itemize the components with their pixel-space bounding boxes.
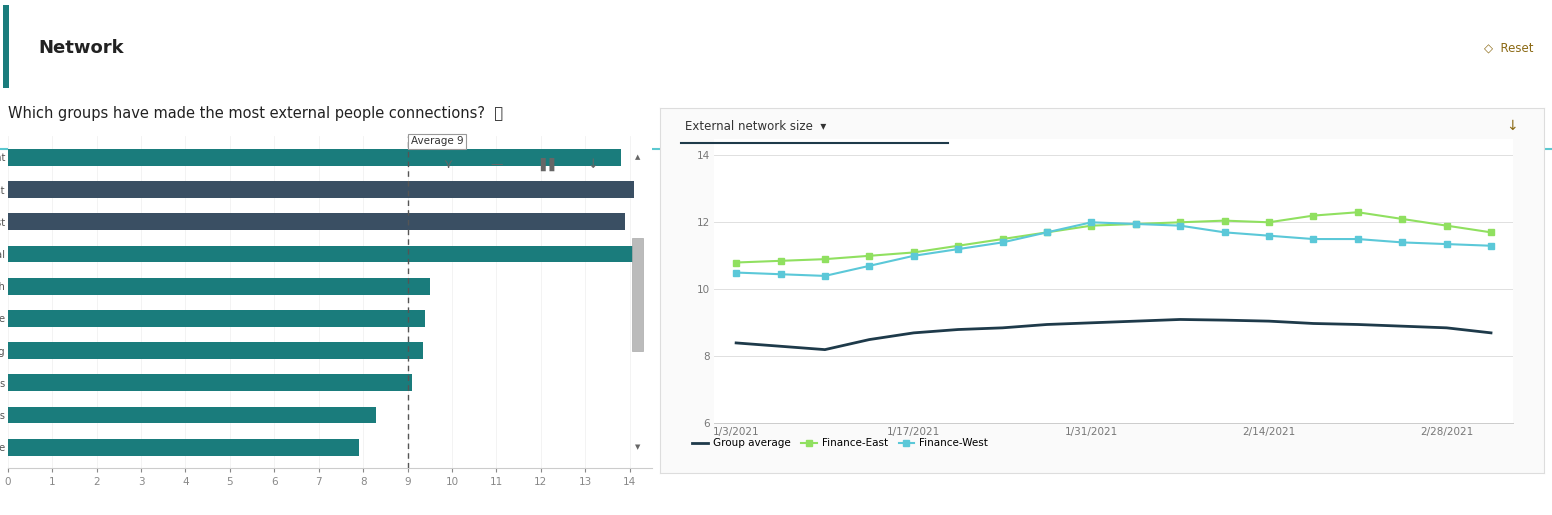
Text: ◇  Reset: ◇ Reset: [1484, 42, 1533, 55]
Text: Which groups have made the most external people connections?  ⓘ: Which groups have made the most external…: [8, 106, 503, 122]
Bar: [632, 238, 644, 351]
Text: ↓: ↓: [1507, 119, 1518, 133]
Bar: [8, 213, 625, 230]
Legend: Group average, Finance-East, Finance-West: Group average, Finance-East, Finance-Wes…: [688, 434, 993, 452]
Text: ▼: ▼: [635, 444, 641, 450]
Bar: [8, 181, 635, 198]
Text: Average 9: Average 9: [411, 136, 464, 146]
Bar: [8, 149, 621, 166]
Bar: [8, 246, 643, 262]
Bar: [8, 342, 424, 359]
Text: ↓: ↓: [587, 158, 598, 171]
Bar: [8, 374, 411, 391]
Text: —: —: [490, 158, 503, 171]
Text: ▲: ▲: [635, 154, 641, 161]
Bar: [8, 278, 430, 295]
Text: ⋎: ⋎: [444, 158, 453, 171]
Bar: [8, 439, 359, 456]
Text: ▐▐: ▐▐: [535, 158, 554, 171]
Bar: [8, 310, 425, 327]
Text: Network: Network: [39, 39, 124, 57]
Text: External network size  ▾: External network size ▾: [684, 120, 826, 133]
Bar: [8, 407, 377, 423]
